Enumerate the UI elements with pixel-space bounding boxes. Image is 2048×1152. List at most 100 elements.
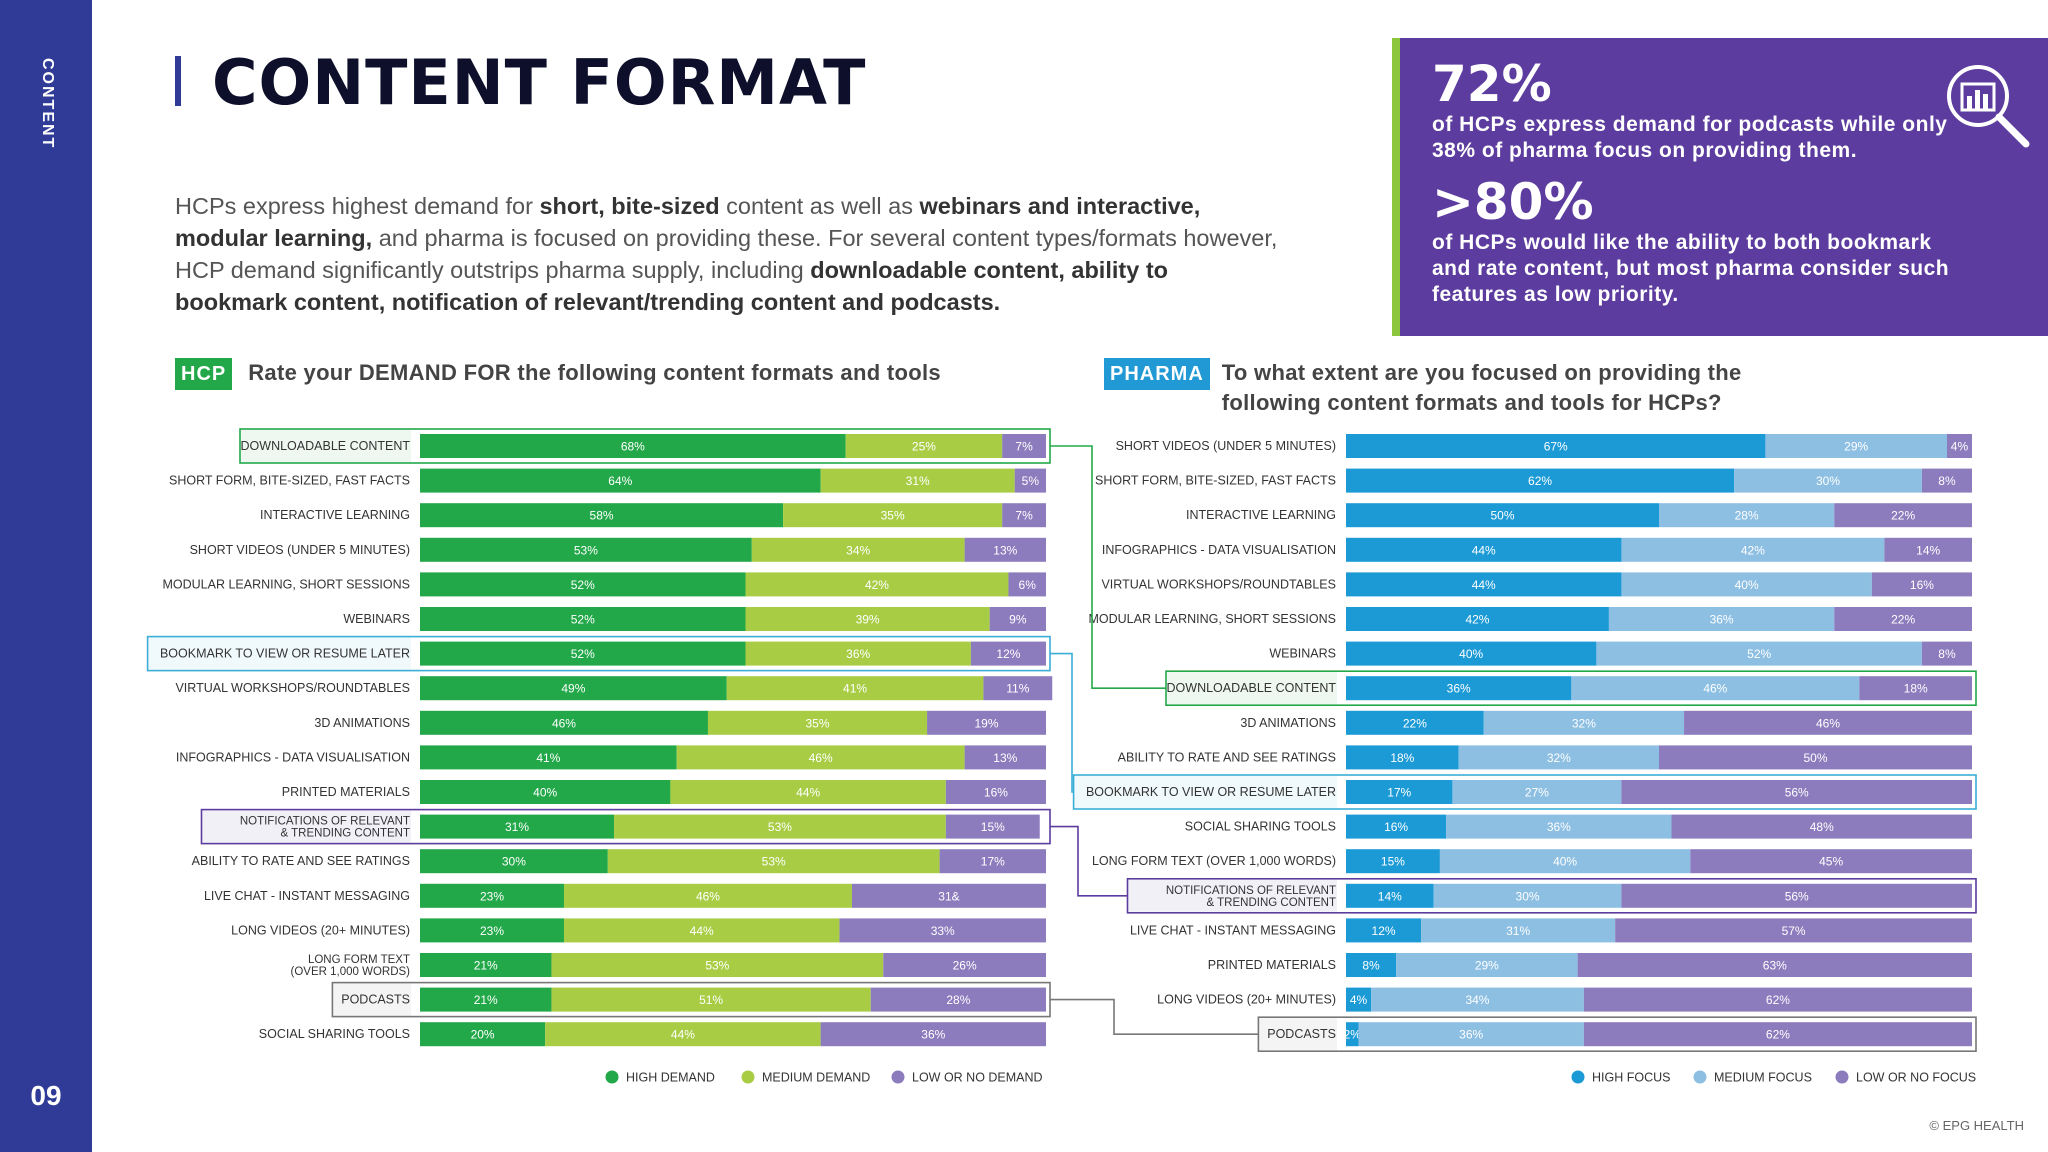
sidebar: CONTENT 09 [0,0,92,1152]
pharma-value-label: 22% [1891,509,1915,523]
pharma-bar-high [1346,883,1434,908]
hcp-value-label: 25% [912,440,936,454]
pharma-bar-high [1346,572,1622,597]
pharma-category-label: DOWNLOADABLE CONTENT [1167,681,1337,695]
hcp-bar-medium [845,434,1003,458]
pharma-value-label: 12% [1372,924,1396,938]
hcp-bar-high [420,607,746,631]
hcp-value-label: 13% [993,751,1017,765]
hcp-category-label: VIRTUAL WORKSHOPS/ROUNDTABLES [175,681,410,695]
pharma-bar-low [1921,641,1972,666]
hcp-bar-high [420,780,671,804]
hcp-value-label: 53% [705,959,729,973]
hcp-legend-marker [891,1070,905,1084]
pharma-category-label: SOCIAL SHARING TOOLS [1185,820,1336,834]
hcp-bar-medium [545,1022,821,1047]
hcp-category-label: LONG VIDEOS (20+ MINUTES) [231,923,410,937]
hcp-highlight-fill [148,637,411,670]
hcp-value-label: 12% [996,647,1020,661]
hcp-value-label: 41% [536,751,560,765]
hcp-value-label: 7% [1015,509,1033,523]
pharma-bar-medium [1439,849,1691,874]
hcp-bar-high [420,918,564,943]
pharma-legend-label: MEDIUM FOCUS [1714,1071,1812,1085]
hcp-value-label: 46% [552,716,576,730]
pharma-category-label: 3D ANIMATIONS [1240,716,1336,730]
hcp-legend-label: HIGH DEMAND [626,1071,715,1085]
pharma-value-label: 30% [1516,889,1540,903]
hcp-value-label: 31& [938,889,959,903]
pharma-value-label: 34% [1465,993,1489,1007]
hcp-value-label: 35% [805,716,829,730]
hcp-bar-high [420,641,746,666]
hcp-bar-medium [745,572,1009,597]
hcp-legend-marker [605,1070,619,1084]
pharma-category-label: MODULAR LEARNING, SHORT SESSIONS [1088,612,1336,626]
hcp-bar-medium [726,676,984,701]
hcp-category-label: NOTIFICATIONS OF RELEVANT [240,816,410,828]
hcp-bar-medium [563,918,840,943]
pharma-value-label: 48% [1810,820,1834,834]
hcp-bar-medium [676,745,965,770]
pharma-bar-high [1346,849,1440,874]
pharma-value-label: 62% [1528,474,1552,488]
pharma-bar-high [1346,953,1397,977]
pharma-value-label: 44% [1472,578,1496,592]
pharma-value-label: 57% [1782,924,1806,938]
hcp-value-label: 40% [533,786,557,800]
hcp-category-label: BOOKMARK TO VIEW OR RESUME LATER [160,647,410,661]
pharma-category-label: PRINTED MATERIALS [1208,958,1336,972]
hcp-category-label: LIVE CHAT - INSTANT MESSAGING [204,889,410,903]
pharma-value-label: 28% [1735,509,1759,523]
pharma-bar-high [1346,814,1447,839]
hcp-value-label: 46% [696,889,720,903]
pharma-value-label: 22% [1891,613,1915,627]
hcp-bar-medium [551,987,871,1012]
pharma-category-label: LONG VIDEOS (20+ MINUTES) [1157,993,1336,1007]
hcp-bar-low [1008,572,1046,597]
hcp-value-label: 15% [981,820,1005,834]
hcp-bar-high [420,468,821,493]
pharma-highlight-fill [1074,776,1337,808]
callout-text-1: of HCPs express demand for podcasts whil… [1432,113,1948,162]
hcp-value-label: 5% [1022,474,1040,488]
pharma-bar-low [1859,676,1972,701]
pharma-value-label: 56% [1785,786,1809,800]
hcp-value-label: 20% [471,1028,495,1042]
hcp-value-label: 53% [574,543,598,557]
pharma-value-label: 46% [1816,716,1840,730]
hcp-value-label: 23% [480,924,504,938]
hcp-value-label: 51% [699,993,723,1007]
hcp-bar-medium [751,537,965,562]
pharma-bar-medium [1659,503,1835,528]
hcp-value-label: 44% [690,924,714,938]
hcp-value-label: 44% [671,1028,695,1042]
title-accent-bar [175,56,181,106]
pharma-bar-low [1871,572,1972,597]
hcp-bar-high [420,572,746,597]
hcp-bar-low [883,953,1046,977]
pharma-bar-medium [1446,814,1672,839]
pharma-category-label: PODCASTS [1267,1027,1336,1041]
hcp-value-label: 19% [975,716,999,730]
hcp-value-label: 44% [796,786,820,800]
pharma-value-label: 18% [1390,751,1414,765]
pharma-value-label: 18% [1904,682,1928,696]
pharma-value-label: 17% [1387,786,1411,800]
page-number: 09 [30,1080,62,1111]
hcp-value-label: 49% [561,682,585,696]
pharma-bar-high [1346,641,1597,666]
connector-line [1050,825,1128,897]
pharma-value-label: 40% [1735,578,1759,592]
pharma-bar-high [1346,676,1572,701]
pharma-bar-low [1684,710,1972,735]
pharma-bar-medium [1608,607,1835,631]
hcp-bar-low [970,641,1046,666]
hcp-bar-medium [670,780,946,804]
hcp-category-label: INFOGRAPHICS - DATA VISUALISATION [176,750,410,764]
hcp-legend-label: MEDIUM DEMAND [762,1071,870,1085]
hcp-bar-low [983,676,1053,701]
pharma-bar-medium [1765,434,1947,458]
pharma-value-label: 50% [1490,509,1514,523]
pharma-value-label: 63% [1763,959,1787,973]
